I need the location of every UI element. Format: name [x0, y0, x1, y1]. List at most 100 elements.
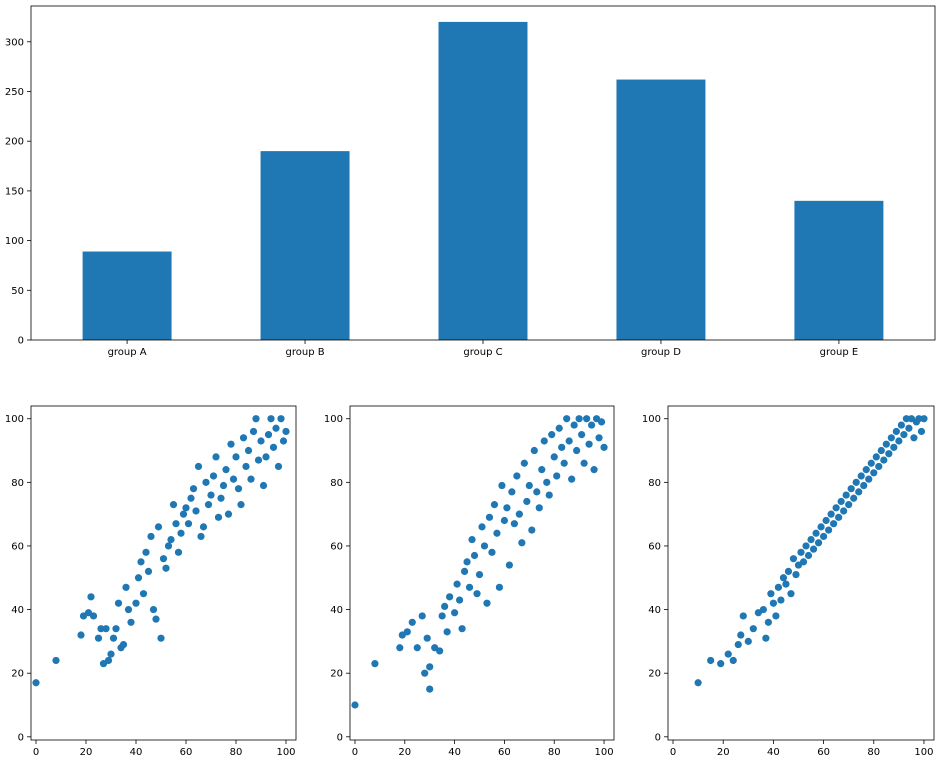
scatter-point — [475, 570, 484, 579]
scatter-point — [590, 466, 598, 474]
scatter-point — [897, 421, 905, 429]
scatter-point — [408, 618, 416, 626]
scatter-point — [707, 656, 715, 665]
scatter-point — [597, 418, 606, 426]
scatter-panel-3: 0 20 40 60 80 100 0 20 40 60 80 100 — [642, 405, 935, 758]
x-tick-label: 100 — [594, 747, 613, 758]
scatter-point — [513, 472, 521, 480]
scatter-point — [249, 427, 258, 436]
scatter-point — [865, 475, 873, 483]
x-tick-label: 80 — [230, 747, 243, 758]
scatter-point — [468, 536, 476, 544]
scatter-point — [493, 529, 501, 537]
scatter-point — [197, 532, 205, 541]
scatter-point — [421, 669, 429, 677]
x-tick-label: 40 — [767, 747, 780, 758]
scatter-point — [272, 424, 280, 432]
scatter-point — [413, 644, 421, 652]
x-tick-label: 20 — [398, 747, 411, 758]
scatter-point — [905, 424, 913, 432]
scatter-point — [505, 561, 513, 569]
scatter-point — [403, 628, 411, 636]
scatter-point — [880, 456, 888, 464]
scatter-point — [179, 510, 188, 518]
scatter-point — [902, 415, 910, 423]
scatter-point — [102, 625, 110, 633]
scatter-point — [495, 583, 504, 591]
scatter-point — [453, 580, 461, 588]
scatter-point — [244, 446, 253, 455]
axes-frame — [30, 5, 936, 341]
scatter-point — [515, 510, 523, 518]
x-tick-label: 60 — [817, 747, 830, 758]
scatter-point — [807, 536, 815, 544]
scatter-point — [239, 434, 248, 442]
scatter-point — [279, 437, 288, 445]
scatter-point — [787, 590, 795, 598]
scatter-point — [822, 516, 830, 525]
scatter-point — [734, 640, 742, 649]
scatter-point — [749, 625, 757, 633]
scatter-point — [784, 567, 793, 576]
scatter-panel-2: 0 20 40 60 80 100 0 20 40 60 80 100 — [324, 405, 615, 758]
scatter-point — [744, 637, 752, 645]
scatter-panel-1: 0 20 40 60 80 100 0 20 40 60 80 100 — [5, 405, 297, 758]
scatter-point — [242, 462, 250, 471]
x-tick-label: 0 — [33, 747, 39, 758]
scatter-point — [825, 526, 833, 534]
scatter-point — [480, 542, 489, 550]
scatter-point — [774, 583, 783, 591]
scatter-point — [814, 539, 823, 547]
scatter-point — [488, 548, 496, 556]
scatter-point — [840, 507, 848, 515]
scatter-point — [144, 567, 153, 576]
scatter-point — [455, 596, 464, 604]
scatter-point — [540, 437, 548, 445]
scatter-point — [182, 504, 190, 512]
scatter-point — [875, 462, 883, 471]
scatter-point — [724, 650, 732, 658]
scatter-point — [587, 421, 596, 429]
scatter-point — [463, 558, 471, 566]
scatter-point — [277, 415, 285, 423]
scatter-point — [870, 469, 878, 477]
scatter-point — [465, 583, 474, 591]
scatter-point — [837, 497, 845, 506]
scatter-point — [184, 520, 193, 528]
y-tick-label: 50 — [11, 286, 24, 297]
scatter-point — [127, 618, 135, 626]
scatter-point — [483, 599, 491, 607]
scatter-point — [887, 434, 895, 442]
scatter-point — [436, 647, 444, 655]
scatter-point — [570, 421, 578, 429]
x-tick-label: 60 — [180, 747, 193, 758]
y-tick-label: 20 — [648, 669, 661, 680]
y-tick-label: 40 — [648, 605, 661, 616]
scatter-point — [269, 443, 278, 451]
scatter-point — [137, 558, 145, 566]
scatter-point — [224, 510, 233, 518]
scatter-point — [518, 539, 526, 547]
scatter-point — [446, 593, 454, 601]
scatter-point — [568, 475, 576, 483]
y-tick-label: 100 — [324, 414, 343, 425]
scatter-point — [152, 615, 160, 623]
scatter-point — [470, 551, 479, 560]
scatter-point — [789, 555, 798, 563]
scatter-point — [777, 596, 785, 604]
y-tick-label: 0 — [18, 732, 24, 743]
scatter-point — [528, 526, 536, 534]
scatter-point — [565, 437, 573, 445]
scatter-point — [187, 494, 195, 502]
scatter-point — [443, 628, 451, 636]
scatter-point — [910, 434, 918, 442]
scatter-point — [558, 443, 566, 451]
scatter-point — [257, 437, 265, 445]
scatter-point — [192, 507, 200, 515]
y-tick-label: 40 — [330, 605, 343, 616]
scatter-point — [510, 520, 518, 528]
scatter-point — [555, 424, 563, 432]
scatter-point — [490, 501, 499, 509]
x-tick-label: 20 — [80, 747, 93, 758]
scatter-point — [89, 612, 98, 620]
